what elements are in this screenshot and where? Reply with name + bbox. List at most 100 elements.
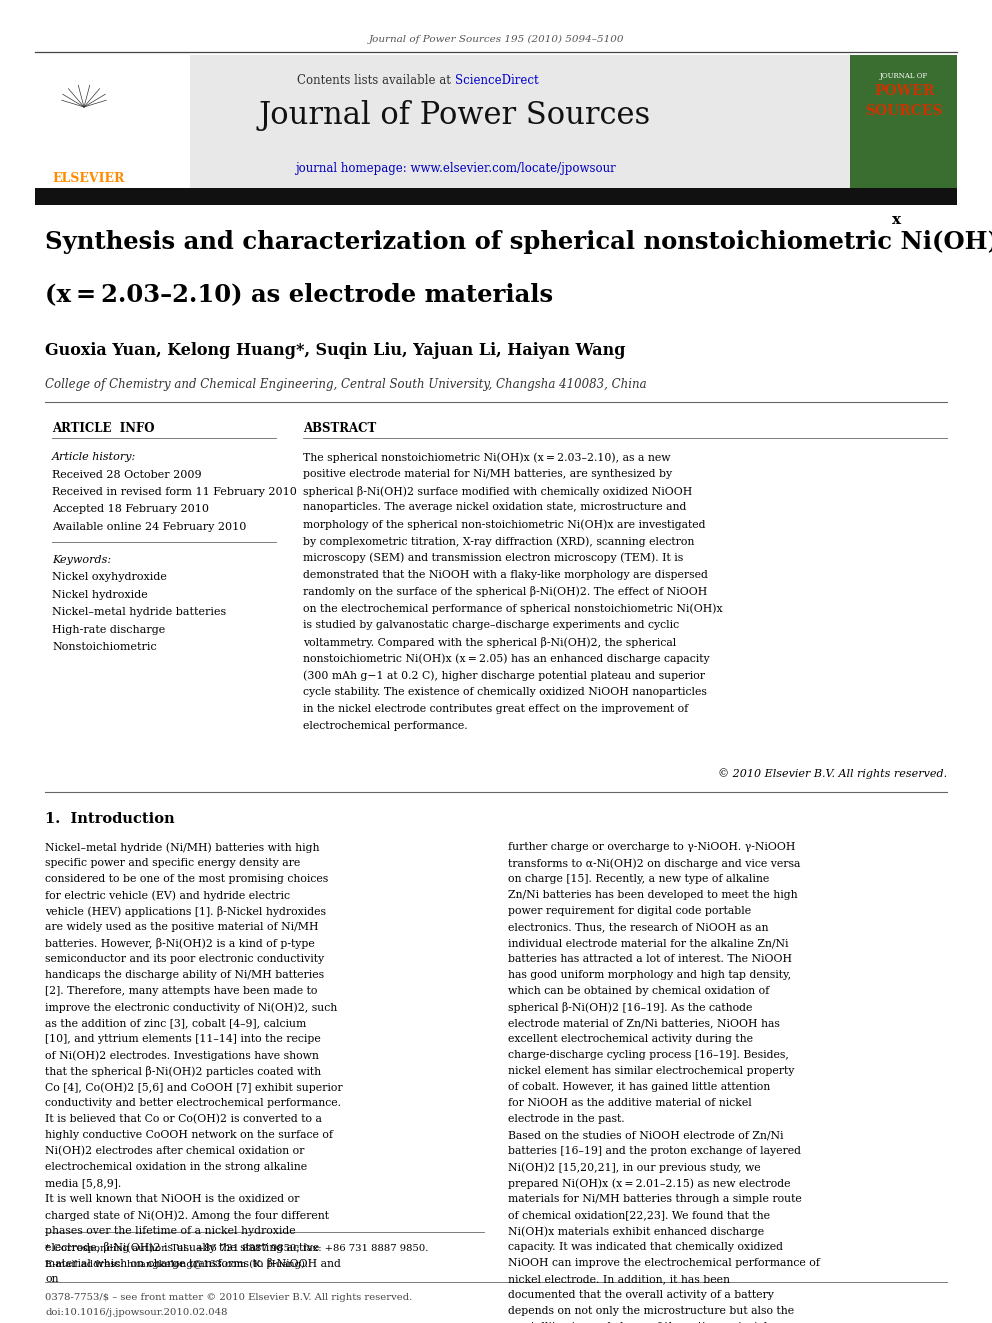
Text: Nickel–metal hydride (Ni/MH) batteries with high: Nickel–metal hydride (Ni/MH) batteries w… — [45, 841, 319, 852]
Text: [10], and yttrium elements [11–14] into the recipe: [10], and yttrium elements [11–14] into … — [45, 1035, 320, 1044]
Text: as the addition of zinc [3], cobalt [4–9], calcium: as the addition of zinc [3], cobalt [4–9… — [45, 1017, 307, 1028]
Text: by complexometric titration, X-ray diffraction (XRD), scanning electron: by complexometric titration, X-ray diffr… — [303, 536, 694, 546]
Text: It is believed that Co or Co(OH)2 is converted to a: It is believed that Co or Co(OH)2 is con… — [45, 1114, 321, 1125]
Text: electrode in the past.: electrode in the past. — [508, 1114, 625, 1125]
Text: demonstrated that the NiOOH with a flaky-like morphology are dispersed: demonstrated that the NiOOH with a flaky… — [303, 570, 708, 579]
Text: Keywords:: Keywords: — [52, 556, 111, 565]
Text: [2]. Therefore, many attempts have been made to: [2]. Therefore, many attempts have been … — [45, 986, 317, 996]
Text: nickel electrode. In addition, it has been: nickel electrode. In addition, it has be… — [508, 1274, 730, 1285]
Text: Ni(OH)2 [15,20,21], in our previous study, we: Ni(OH)2 [15,20,21], in our previous stud… — [508, 1162, 761, 1172]
Text: on the electrochemical performance of spherical nonstoichiometric Ni(OH)x: on the electrochemical performance of sp… — [303, 603, 722, 614]
Text: * Corresponding author. Tel.: +86 731 8887 9850; fax: +86 731 8887 9850.: * Corresponding author. Tel.: +86 731 88… — [45, 1244, 429, 1253]
Text: electrochemical oxidation in the strong alkaline: electrochemical oxidation in the strong … — [45, 1162, 308, 1172]
Text: electrode, β-Ni(OH)2 is usually the starting active: electrode, β-Ni(OH)2 is usually the star… — [45, 1242, 319, 1253]
Text: power requirement for digital code portable: power requirement for digital code porta… — [508, 906, 751, 916]
Text: on charge [15]. Recently, a new type of alkaline: on charge [15]. Recently, a new type of … — [508, 875, 769, 884]
Text: handicaps the discharge ability of Ni/MH batteries: handicaps the discharge ability of Ni/MH… — [45, 970, 324, 980]
Text: Received in revised form 11 February 2010: Received in revised form 11 February 201… — [52, 487, 297, 497]
Text: NiOOH can improve the electrochemical performance of: NiOOH can improve the electrochemical pe… — [508, 1258, 819, 1267]
Text: High-rate discharge: High-rate discharge — [52, 624, 166, 635]
Text: highly conductive CoOOH network on the surface of: highly conductive CoOOH network on the s… — [45, 1130, 333, 1140]
Text: ScienceDirect: ScienceDirect — [455, 74, 539, 87]
Text: College of Chemistry and Chemical Engineering, Central South University, Changsh: College of Chemistry and Chemical Engine… — [45, 378, 647, 392]
Text: The spherical nonstoichiometric Ni(OH)x (x = 2.03–2.10), as a new: The spherical nonstoichiometric Ni(OH)x … — [303, 452, 671, 463]
Text: which can be obtained by chemical oxidation of: which can be obtained by chemical oxidat… — [508, 986, 769, 996]
Text: Nickel hydroxide: Nickel hydroxide — [52, 590, 148, 601]
Text: Based on the studies of NiOOH electrode of Zn/Ni: Based on the studies of NiOOH electrode … — [508, 1130, 784, 1140]
Text: of Ni(OH)2 electrodes. Investigations have shown: of Ni(OH)2 electrodes. Investigations ha… — [45, 1050, 318, 1061]
Text: charge-discharge cycling process [16–19]. Besides,: charge-discharge cycling process [16–19]… — [508, 1050, 789, 1060]
Text: phases over the lifetime of a nickel hydroxide: phases over the lifetime of a nickel hyd… — [45, 1226, 296, 1236]
Text: Ni(OH)x materials exhibit enhanced discharge: Ni(OH)x materials exhibit enhanced disch… — [508, 1226, 764, 1237]
Text: excellent electrochemical activity during the: excellent electrochemical activity durin… — [508, 1035, 753, 1044]
Text: cycle stability. The existence of chemically oxidized NiOOH nanoparticles: cycle stability. The existence of chemic… — [303, 687, 707, 697]
Bar — [850, 56, 957, 191]
Text: are widely used as the positive material of Ni/MH: are widely used as the positive material… — [45, 922, 318, 931]
Text: Journal of Power Sources 195 (2010) 5094–5100: Journal of Power Sources 195 (2010) 5094… — [368, 34, 624, 44]
Text: Synthesis and characterization of spherical nonstoichiometric Ni(OH): Synthesis and characterization of spheri… — [45, 230, 992, 254]
Text: (300 mAh g−1 at 0.2 C), higher discharge potential plateau and superior: (300 mAh g−1 at 0.2 C), higher discharge… — [303, 671, 705, 681]
Text: Article history:: Article history: — [52, 452, 136, 462]
Text: charged state of Ni(OH)2. Among the four different: charged state of Ni(OH)2. Among the four… — [45, 1211, 329, 1221]
Text: © 2010 Elsevier B.V. All rights reserved.: © 2010 Elsevier B.V. All rights reserved… — [718, 767, 947, 779]
Text: Received 28 October 2009: Received 28 October 2009 — [52, 470, 201, 479]
Text: Nonstoichiometric: Nonstoichiometric — [52, 643, 157, 652]
Text: randomly on the surface of the spherical β-Ni(OH)2. The effect of NiOOH: randomly on the surface of the spherical… — [303, 586, 707, 598]
Text: nanoparticles. The average nickel oxidation state, microstructure and: nanoparticles. The average nickel oxidat… — [303, 503, 686, 512]
Text: spherical β-Ni(OH)2 surface modified with chemically oxidized NiOOH: spherical β-Ni(OH)2 surface modified wit… — [303, 486, 692, 496]
Bar — [35, 56, 190, 191]
Text: Guoxia Yuan, Kelong Huang*, Suqin Liu, Yajuan Li, Haiyan Wang: Guoxia Yuan, Kelong Huang*, Suqin Liu, Y… — [45, 343, 626, 359]
Text: positive electrode material for Ni/MH batteries, are synthesized by: positive electrode material for Ni/MH ba… — [303, 468, 673, 479]
Text: of cobalt. However, it has gained little attention: of cobalt. However, it has gained little… — [508, 1082, 770, 1091]
Text: Nickel oxyhydroxide: Nickel oxyhydroxide — [52, 573, 167, 582]
Text: nonstoichiometric Ni(OH)x (x = 2.05) has an enhanced discharge capacity: nonstoichiometric Ni(OH)x (x = 2.05) has… — [303, 654, 709, 664]
Text: x: x — [892, 213, 901, 228]
Text: improve the electronic conductivity of Ni(OH)2, such: improve the electronic conductivity of N… — [45, 1002, 337, 1012]
Text: doi:10.1016/j.jpowsour.2010.02.048: doi:10.1016/j.jpowsour.2010.02.048 — [45, 1308, 227, 1316]
Text: depends on not only the microstructure but also the: depends on not only the microstructure b… — [508, 1306, 795, 1316]
Text: Accepted 18 February 2010: Accepted 18 February 2010 — [52, 504, 209, 515]
Text: nickel element has similar electrochemical property: nickel element has similar electrochemic… — [508, 1066, 795, 1076]
Text: (x = 2.03–2.10) as electrode materials: (x = 2.03–2.10) as electrode materials — [45, 282, 554, 306]
Text: has good uniform morphology and high tap density,: has good uniform morphology and high tap… — [508, 970, 792, 980]
Text: SOURCES: SOURCES — [865, 105, 942, 118]
Text: in the nickel electrode contributes great effect on the improvement of: in the nickel electrode contributes grea… — [303, 704, 688, 714]
Text: ABSTRACT: ABSTRACT — [303, 422, 376, 435]
Text: is studied by galvanostatic charge–discharge experiments and cyclic: is studied by galvanostatic charge–disch… — [303, 620, 680, 630]
Text: that the spherical β-Ni(OH)2 particles coated with: that the spherical β-Ni(OH)2 particles c… — [45, 1066, 321, 1077]
Text: ELSEVIER: ELSEVIER — [52, 172, 124, 185]
Text: individual electrode material for the alkaline Zn/Ni: individual electrode material for the al… — [508, 938, 789, 949]
Bar — [35, 188, 957, 205]
Text: documented that the overall activity of a battery: documented that the overall activity of … — [508, 1290, 774, 1301]
Text: specific power and specific energy density are: specific power and specific energy densi… — [45, 859, 301, 868]
Text: E-mail address: huangkelong@163.com (K. Huang).: E-mail address: huangkelong@163.com (K. … — [45, 1259, 309, 1269]
Text: for NiOOH as the additive material of nickel: for NiOOH as the additive material of ni… — [508, 1098, 752, 1107]
Text: batteries. However, β-Ni(OH)2 is a kind of p-type: batteries. However, β-Ni(OH)2 is a kind … — [45, 938, 314, 949]
Text: Co [4], Co(OH)2 [5,6] and CoOOH [7] exhibit superior: Co [4], Co(OH)2 [5,6] and CoOOH [7] exhi… — [45, 1082, 342, 1093]
Text: vehicle (HEV) applications [1]. β-Nickel hydroxides: vehicle (HEV) applications [1]. β-Nickel… — [45, 906, 326, 917]
Text: capacity. It was indicated that chemically oxidized: capacity. It was indicated that chemical… — [508, 1242, 783, 1252]
Text: conductivity and better electrochemical performance.: conductivity and better electrochemical … — [45, 1098, 341, 1107]
Text: Nickel–metal hydride batteries: Nickel–metal hydride batteries — [52, 607, 226, 618]
Bar — [35, 56, 957, 191]
Text: It is well known that NiOOH is the oxidized or: It is well known that NiOOH is the oxidi… — [45, 1193, 300, 1204]
Text: batteries [16–19] and the proton exchange of layered: batteries [16–19] and the proton exchang… — [508, 1146, 801, 1156]
Text: electrochemical performance.: electrochemical performance. — [303, 721, 467, 730]
Text: material which on charge transforms to β-NiOOH and: material which on charge transforms to β… — [45, 1258, 341, 1269]
Text: 1.  Introduction: 1. Introduction — [45, 812, 175, 826]
Text: electronics. Thus, the research of NiOOH as an: electronics. Thus, the research of NiOOH… — [508, 922, 769, 931]
Text: spherical β-Ni(OH)2 [16–19]. As the cathode: spherical β-Ni(OH)2 [16–19]. As the cath… — [508, 1002, 752, 1013]
Text: electrode material of Zn/Ni batteries, NiOOH has: electrode material of Zn/Ni batteries, N… — [508, 1017, 780, 1028]
Text: 0378-7753/$ – see front matter © 2010 Elsevier B.V. All rights reserved.: 0378-7753/$ – see front matter © 2010 El… — [45, 1293, 413, 1302]
Text: semiconductor and its poor electronic conductivity: semiconductor and its poor electronic co… — [45, 954, 324, 964]
Text: Journal of Power Sources: Journal of Power Sources — [259, 101, 651, 131]
Text: journal homepage: www.elsevier.com/locate/jpowsour: journal homepage: www.elsevier.com/locat… — [295, 161, 615, 175]
Text: prepared Ni(OH)x (x = 2.01–2.15) as new electrode: prepared Ni(OH)x (x = 2.01–2.15) as new … — [508, 1177, 791, 1188]
Text: transforms to α-Ni(OH)2 on discharge and vice versa: transforms to α-Ni(OH)2 on discharge and… — [508, 859, 801, 869]
Text: Contents lists available at: Contents lists available at — [298, 74, 455, 87]
Text: Zn/Ni batteries has been developed to meet the high: Zn/Ni batteries has been developed to me… — [508, 890, 798, 900]
Text: morphology of the spherical non-stoichiometric Ni(OH)x are investigated: morphology of the spherical non-stoichio… — [303, 519, 705, 529]
Text: voltammetry. Compared with the spherical β-Ni(OH)2, the spherical: voltammetry. Compared with the spherical… — [303, 636, 677, 648]
Text: on: on — [45, 1274, 59, 1285]
Text: for electric vehicle (EV) and hydride electric: for electric vehicle (EV) and hydride el… — [45, 890, 290, 901]
